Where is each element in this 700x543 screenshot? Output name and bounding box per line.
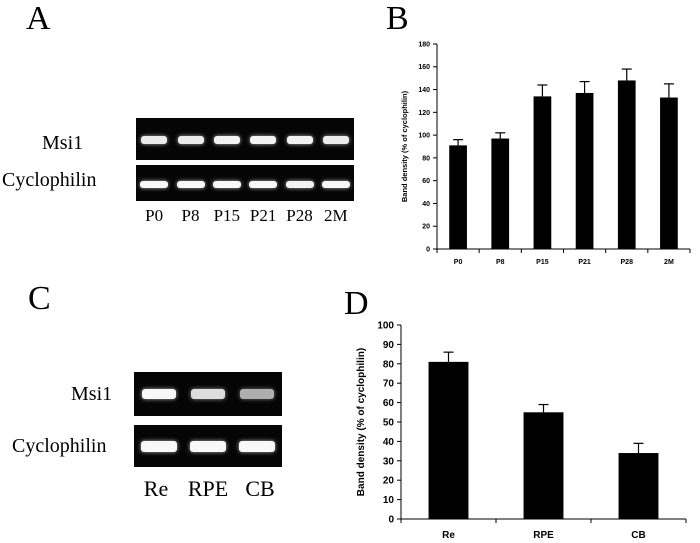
cyclophilin-a-band	[140, 181, 169, 189]
y-tick-label: 80	[422, 155, 430, 162]
gel-row-label-cyclophilin-c: Cyclophilin	[12, 435, 107, 457]
cyclophilin-a-band	[176, 181, 205, 189]
y-tick-label: 70	[383, 379, 395, 390]
msi1-a-band	[177, 135, 204, 144]
gel-lane-strip-msi1-c	[134, 372, 282, 416]
y-tick-label: 100	[377, 321, 394, 332]
cyclophilin-a-band	[285, 181, 314, 189]
gel-lane-strip-cyclophilin-c	[134, 425, 282, 467]
y-tick-label: 10	[383, 495, 395, 506]
x-category-label: P21	[578, 259, 591, 266]
gel-a-lane-label: 2M	[324, 206, 348, 225]
y-tick-label: 100	[418, 133, 430, 140]
cyclophilin-c-band	[190, 440, 226, 452]
x-category-label: RPE	[533, 530, 554, 541]
gel-row-label-cyclophilin-a: Cyclophilin	[2, 169, 97, 191]
cyclophilin-a-band	[249, 181, 278, 189]
y-tick-label: 0	[426, 246, 430, 253]
bar-2M	[660, 97, 678, 250]
y-tick-label: 60	[422, 178, 430, 185]
msi1-c-band	[141, 389, 176, 399]
panel-letter-d: D	[344, 285, 369, 322]
gel-c-lane-label: CB	[245, 476, 275, 501]
x-category-label: P28	[621, 259, 634, 266]
x-category-label: P15	[536, 259, 549, 266]
msi1-a-band	[213, 135, 240, 144]
bar-P21	[575, 92, 594, 249]
gel-lane-strip-cyclophilin-a	[136, 165, 354, 201]
panel-letter-c: C	[28, 280, 51, 317]
msi1-c-band	[240, 389, 275, 399]
gel-a-lane-label: P15	[213, 206, 241, 225]
bar-P8	[491, 138, 510, 249]
y-tick-label: 80	[383, 359, 395, 370]
y-tick-label: 50	[383, 418, 395, 429]
bar-RPE	[523, 412, 564, 519]
y-tick-label: 160	[418, 64, 430, 71]
y-axis-label: Band density (% of cyclophilin)	[356, 348, 367, 496]
y-tick-label: 60	[383, 398, 395, 409]
panel-letter-a: A	[26, 0, 51, 37]
x-category-label: CB	[631, 530, 645, 541]
bar-P28	[617, 80, 636, 249]
bar-P0	[449, 145, 467, 249]
panel-letter-b: B	[386, 0, 409, 37]
gel-c-lane-label: RPE	[187, 476, 229, 501]
bar-CB	[618, 453, 659, 519]
gel-c-lane-label: Re	[143, 476, 169, 501]
msi1-a-band	[322, 135, 349, 144]
y-tick-label: 180	[418, 41, 430, 48]
y-tick-label: 140	[418, 87, 430, 94]
y-tick-label: 30	[383, 456, 395, 467]
y-tick-label: 120	[418, 110, 430, 117]
x-category-label: P8	[496, 259, 505, 266]
y-tick-label: 20	[383, 476, 395, 487]
y-tick-label: 0	[388, 515, 394, 526]
cyclophilin-c-band	[140, 440, 177, 452]
gel-a-lane-label: P28	[286, 206, 313, 225]
x-category-label: Re	[442, 530, 455, 541]
gel-lane-strip-msi1-a	[136, 118, 354, 160]
x-category-label: 2M	[664, 259, 674, 266]
gel-a-lane-label: P8	[181, 206, 200, 225]
y-tick-label: 40	[422, 201, 430, 208]
bar-Re	[428, 361, 469, 519]
cyclophilin-a-band	[321, 181, 350, 189]
gel-row-label-msi1-a: Msi1	[42, 132, 84, 154]
gel-row-label-msi1-c: Msi1	[71, 383, 113, 405]
gel-a-lane-label: P0	[145, 206, 164, 225]
y-tick-label: 90	[383, 340, 395, 351]
y-tick-label: 40	[383, 437, 395, 448]
cyclophilin-c-band	[239, 440, 276, 452]
bar-P15	[533, 96, 552, 249]
msi1-a-band	[250, 135, 277, 144]
x-category-label: P0	[454, 259, 463, 266]
y-tick-label: 20	[422, 224, 430, 231]
msi1-a-band	[141, 135, 168, 144]
msi1-c-band	[191, 389, 225, 399]
msi1-a-band	[286, 135, 313, 144]
y-axis-label: Band density (% of cyclophilin)	[400, 90, 409, 202]
gel-a-lane-label: P21	[249, 206, 277, 225]
cyclophilin-a-band	[212, 181, 241, 189]
